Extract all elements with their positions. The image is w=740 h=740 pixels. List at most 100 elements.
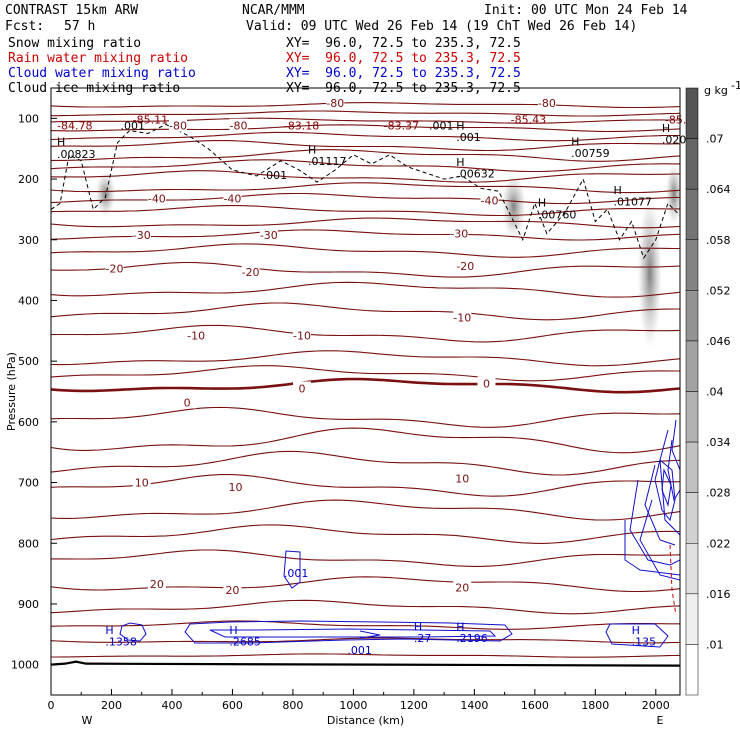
colorbar-tick-label: .016 <box>706 588 731 601</box>
colorbar-tick-label: .052 <box>706 284 731 297</box>
field-extremum-label: .01077 <box>613 196 652 209</box>
field-extremum-label: .001 <box>347 644 372 657</box>
colorbar-segment <box>685 492 699 544</box>
isotherm-line <box>51 427 680 454</box>
cloud-water-contour <box>629 479 680 566</box>
isotherm-label-bg <box>187 328 206 342</box>
y-tick-label: 800 <box>18 537 39 550</box>
isotherm-label: 20 <box>225 584 239 597</box>
field-extremum-label: -83.18 <box>284 120 319 133</box>
x-tick-label: 800 <box>282 699 303 712</box>
valid-time: Valid: 09 UTC Wed 26 Feb 14 (19 ChT Wed … <box>246 19 638 34</box>
colorbar-segment <box>685 138 699 190</box>
field-extremum-label: .2685 <box>229 636 261 649</box>
isotherm-label: 20 <box>150 578 164 591</box>
isotherm-line <box>51 524 680 544</box>
isotherm-line <box>51 204 680 217</box>
colorbar-tick-label: .058 <box>706 234 731 247</box>
colorbar-tick-label: .04 <box>706 386 724 399</box>
forecast-label: Fcst: <box>5 19 45 34</box>
field-extremum-label: .01117 <box>308 155 347 168</box>
x-tick-label: 0 <box>48 699 55 712</box>
field-extremum-label: H <box>308 143 316 156</box>
isotherm-label-bg <box>450 226 469 240</box>
isotherm-line <box>51 170 680 183</box>
colorbar-segment <box>685 239 699 291</box>
isotherm-line <box>51 217 680 229</box>
cloud-water-contour <box>654 459 676 522</box>
field-extremum-label: H <box>456 156 464 169</box>
isotherm-line <box>51 499 680 521</box>
isotherm-line <box>51 140 680 152</box>
field-extremum-label: .00823 <box>57 148 96 161</box>
isotherm-line <box>51 406 680 428</box>
colorbar-tick-label: .01 <box>706 638 724 651</box>
cloud-water-contour <box>605 623 669 648</box>
colorbar-segment <box>685 391 699 443</box>
isotherm-label-bg <box>456 258 475 272</box>
colorbar-segment <box>685 543 699 595</box>
isotherm-label: -10 <box>453 311 471 324</box>
isotherm-line <box>51 281 680 298</box>
x-tick-label: 200 <box>101 699 122 712</box>
zero-isotherm-line <box>51 377 680 394</box>
isotherm-label: 0 <box>184 396 191 409</box>
field-extremum-label: .001 <box>263 169 288 182</box>
isotherm-line <box>51 102 680 109</box>
field-extremum-label: .001 <box>429 120 454 133</box>
field-name-cloud-water: Cloud water mixing ratio <box>8 66 196 81</box>
isotherm-label-bg <box>453 580 472 594</box>
isotherm-label-bg <box>223 582 242 596</box>
isotherm-label: -40 <box>223 192 241 205</box>
colorbar-segment <box>685 340 699 392</box>
y-tick-label: 100 <box>18 112 39 125</box>
isotherm-label: -80 <box>538 97 556 110</box>
isotherm-label: 10 <box>455 472 469 485</box>
isotherm-line <box>51 229 680 241</box>
colorbar-tick-label: .064 <box>706 183 731 196</box>
isotherm-line <box>51 192 680 205</box>
field-extremum-label: -84.78 <box>57 120 92 133</box>
isotherm-label: -30 <box>450 228 468 241</box>
field-xy-rain: XY= 96.0, 72.5 to 235.3, 72.5 <box>286 51 521 66</box>
colorbar-tick-label: .07 <box>706 133 724 146</box>
x-tick-label: 2000 <box>642 699 670 712</box>
isotherm-label-bg <box>480 193 499 207</box>
isotherm-line <box>51 653 680 658</box>
cloud-water-contours <box>119 419 680 648</box>
field-extremum-label: .1358 <box>105 636 137 649</box>
x-tick-label: 1400 <box>460 699 488 712</box>
y-tick-label: 400 <box>18 294 39 307</box>
chart-title: CONTRAST 15km ARW <box>5 3 139 18</box>
cloud-water-contour <box>667 439 680 502</box>
isotherm-label-bg <box>169 118 188 132</box>
y-tick-label: 700 <box>18 477 39 490</box>
field-extremum-label: H <box>57 135 65 148</box>
isotherm-line <box>51 549 680 567</box>
isotherm-label: -30 <box>133 229 151 242</box>
isotherm-label-bg <box>292 381 311 395</box>
isotherm-label-bg <box>132 227 151 241</box>
x-tick-label: 1200 <box>400 699 428 712</box>
colorbar-unit: g kg <box>704 84 728 97</box>
field-name-snow: Snow mixing ratio <box>8 36 142 51</box>
isotherm-label-bg <box>241 264 260 278</box>
plot-border <box>50 87 681 696</box>
init-time: Init: 00 UTC Mon 24 Feb 14 <box>484 3 688 18</box>
isotherm-label-bg <box>226 479 245 493</box>
field-extremum-label: H <box>613 184 621 197</box>
isotherm-label-bg <box>147 576 166 590</box>
field-extremum-label: H <box>456 120 464 133</box>
x-tick-label: 1800 <box>581 699 609 712</box>
field-extremum-label: H <box>105 624 113 637</box>
isotherm-label: -80 <box>169 120 187 133</box>
cloud-water-contour <box>359 630 381 639</box>
field-extremum-label: H <box>662 122 670 135</box>
y-tick-label: 200 <box>18 173 39 186</box>
snow-shading-blob <box>501 174 526 239</box>
isotherm-label-bg <box>259 227 278 241</box>
isotherm-line <box>51 243 680 258</box>
y-tick-label: 300 <box>18 234 39 247</box>
x-axis-label: Distance (km) <box>327 714 404 727</box>
contour-labels: -80 -80 -80 -80 -40 -40 -40 -30 -30 -30 -20 -20 -20 -… <box>57 96 693 657</box>
